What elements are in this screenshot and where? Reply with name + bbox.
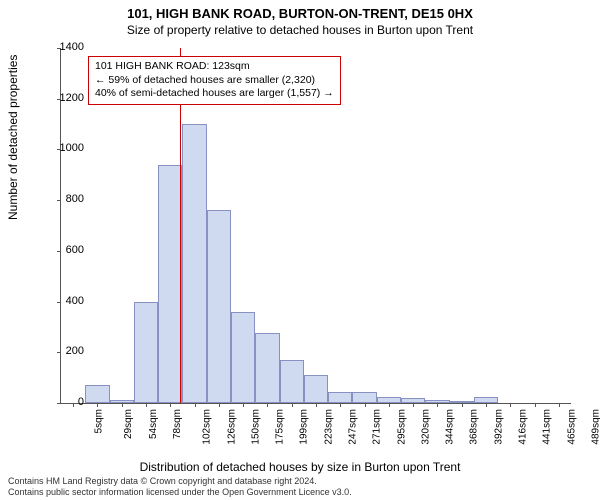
histogram-bar [158,165,182,403]
y-tick-label: 1000 [44,142,84,154]
x-tick-mark [219,403,220,407]
x-tick-label: 441sqm [542,409,553,445]
x-tick-label: 368sqm [469,409,480,445]
footer: Contains HM Land Registry data © Crown c… [8,476,592,498]
x-tick-label: 295sqm [396,409,407,445]
histogram-bar [85,385,109,403]
x-tick-mark [413,403,414,407]
y-tick-label: 1200 [44,92,84,104]
x-tick-mark [243,403,244,407]
x-tick-label: 392sqm [493,409,504,445]
x-tick-mark [365,403,366,407]
histogram-bar [207,210,231,403]
y-tick-label: 400 [44,295,84,307]
histogram-bar [280,360,304,403]
x-tick-mark [437,403,438,407]
x-tick-label: 78sqm [172,409,183,439]
x-tick-mark [97,403,98,407]
histogram-bar [255,333,279,403]
histogram-bar [134,302,158,403]
x-tick-label: 271sqm [372,409,383,445]
x-tick-mark [559,403,560,407]
x-tick-label: 465sqm [566,409,577,445]
x-tick-label: 223sqm [323,409,334,445]
x-tick-mark [340,403,341,407]
footer-line2: Contains public sector information licen… [8,487,592,498]
x-tick-label: 344sqm [445,409,456,445]
x-tick-mark [462,403,463,407]
histogram-bar [328,392,352,403]
x-tick-label: 5sqm [94,409,105,433]
x-tick-mark [195,403,196,407]
x-tick-mark [486,403,487,407]
histogram-bar [352,392,376,403]
x-tick-mark [122,403,123,407]
x-tick-label: 126sqm [226,409,237,445]
chart-container: 101, HIGH BANK ROAD, BURTON-ON-TRENT, DE… [0,0,600,500]
x-tick-label: 29sqm [123,409,134,439]
x-tick-label: 150sqm [250,409,261,445]
annotation-line1: 101 HIGH BANK ROAD: 123sqm [95,60,334,74]
x-tick-mark [267,403,268,407]
histogram-bar [304,375,328,403]
x-tick-mark [316,403,317,407]
y-tick-label: 800 [44,193,84,205]
x-tick-label: 247sqm [348,409,359,445]
y-tick-label: 0 [44,396,84,408]
x-tick-label: 489sqm [590,409,600,445]
histogram-bar [231,312,255,403]
x-axis-label: Distribution of detached houses by size … [0,460,600,474]
x-tick-label: 320sqm [420,409,431,445]
y-tick-label: 200 [44,345,84,357]
chart-subtitle: Size of property relative to detached ho… [0,21,600,37]
chart-title: 101, HIGH BANK ROAD, BURTON-ON-TRENT, DE… [0,0,600,21]
x-tick-mark [535,403,536,407]
annotation-line3: 40% of semi-detached houses are larger (… [95,87,334,101]
x-tick-label: 102sqm [202,409,213,445]
histogram-bar [182,124,206,403]
x-tick-mark [389,403,390,407]
y-tick-label: 600 [44,244,84,256]
x-tick-mark [146,403,147,407]
x-tick-mark [170,403,171,407]
footer-line1: Contains HM Land Registry data © Crown c… [8,476,592,487]
x-tick-label: 199sqm [299,409,310,445]
x-tick-mark [510,403,511,407]
x-tick-mark [292,403,293,407]
annotation-line2: ← 59% of detached houses are smaller (2,… [95,74,334,88]
x-tick-label: 416sqm [518,409,529,445]
y-tick-label: 1400 [44,41,84,53]
y-axis-label: Number of detached properties [6,55,20,220]
x-tick-label: 54sqm [148,409,159,439]
x-tick-label: 175sqm [275,409,286,445]
annotation-box: 101 HIGH BANK ROAD: 123sqm ← 59% of deta… [88,56,341,105]
